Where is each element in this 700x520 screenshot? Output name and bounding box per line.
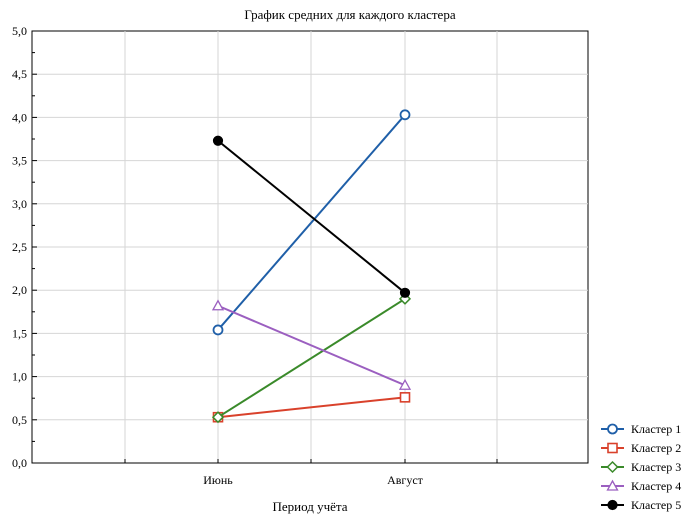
legend-label: Кластер 5: [631, 498, 681, 512]
series-group: [211, 109, 412, 424]
series-line: [217, 139, 406, 294]
legend-item: Кластер 3: [601, 460, 681, 474]
legend-item: Кластер 4: [601, 479, 681, 493]
grid-lines: [32, 31, 588, 463]
x-tick-label: Август: [387, 473, 424, 487]
data-point: [398, 378, 412, 390]
y-tick-label: 4,5: [12, 67, 27, 81]
series-4: [211, 299, 412, 390]
chart-title: График средних для каждого кластера: [244, 7, 455, 22]
legend-item: Кластер 2: [601, 441, 681, 455]
x-axis: Июнь Август: [124, 459, 498, 487]
y-tick-label: 5,0: [12, 24, 27, 38]
y-tick-label: 3,5: [12, 154, 27, 168]
y-tick-label: 1,0: [12, 370, 27, 384]
data-point: [211, 299, 225, 311]
y-tick-label: 0,0: [12, 456, 27, 470]
data-point: [212, 324, 224, 336]
legend-label: Кластер 3: [631, 460, 681, 474]
data-point: [399, 109, 411, 121]
y-tick-label: 3,0: [12, 197, 27, 211]
legend-label: Кластер 4: [631, 479, 681, 493]
series-5: [212, 135, 411, 298]
data-point: [211, 411, 225, 424]
x-tick-label: Июнь: [203, 473, 233, 487]
data-point: [399, 287, 411, 298]
y-tick-label: 1,5: [12, 326, 27, 340]
legend-marker: [607, 499, 618, 511]
legend-label: Кластер 1: [631, 422, 681, 436]
data-point: [399, 392, 411, 403]
series-line: [217, 297, 406, 419]
legend-item: Кластер 5: [601, 498, 681, 512]
legend-marker: [606, 460, 619, 474]
y-tick-label: 0,5: [12, 413, 27, 427]
legend-marker: [607, 423, 618, 435]
series-1: [212, 109, 411, 336]
series-line: [217, 304, 406, 387]
series-line: [217, 114, 406, 331]
legend-item: Кластер 1: [601, 422, 681, 436]
legend-marker: [607, 442, 618, 454]
y-tick-label: 4,0: [12, 110, 27, 124]
x-axis-label: Период учёта: [272, 499, 347, 514]
y-tick-label: 2,0: [12, 283, 27, 297]
y-axis: 0,0 0,5 1,0 1,5 2,0 2,5 3,0 3,5 4,0 4,5 5,0: [12, 24, 37, 470]
legend-marker: [606, 479, 619, 491]
y-tick-label: 2,5: [12, 240, 27, 254]
legend-label: Кластер 2: [631, 441, 681, 455]
data-point: [212, 135, 224, 146]
series-line: [217, 396, 406, 419]
legend: Кластер 1 Кластер 2 Кластер 3 Кластер 4 Клас…: [601, 422, 681, 512]
